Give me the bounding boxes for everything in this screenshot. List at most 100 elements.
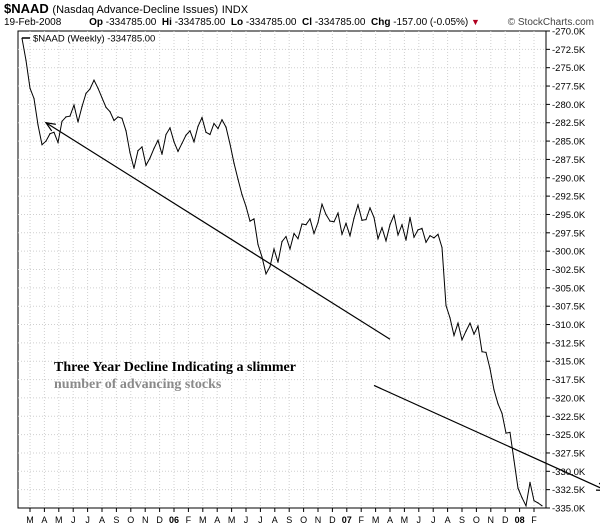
symbol-label: $NAAD	[4, 1, 49, 16]
data-point	[33, 97, 35, 100]
data-point	[381, 227, 383, 229]
data-point	[249, 220, 251, 222]
data-point	[529, 481, 531, 483]
data-point	[369, 207, 371, 209]
data-point	[105, 106, 107, 108]
data-point	[29, 87, 31, 89]
y-tick-label: -327.5K	[552, 448, 586, 459]
data-point	[313, 232, 315, 235]
data-point	[393, 214, 395, 216]
data-point	[145, 164, 147, 166]
data-point	[421, 227, 423, 229]
data-point	[49, 133, 51, 135]
data-point	[149, 157, 151, 159]
data-point	[501, 412, 503, 414]
data-point	[137, 150, 139, 152]
data-point	[525, 505, 527, 507]
data-point	[177, 150, 179, 152]
data-point	[433, 237, 435, 239]
data-point	[357, 204, 359, 206]
high-label: Hi	[161, 17, 172, 28]
y-tick-label: -307.5K	[552, 302, 586, 313]
data-point	[517, 487, 519, 489]
data-point	[485, 351, 487, 353]
y-tick-label: -302.5K	[552, 265, 586, 276]
data-point	[53, 131, 55, 133]
data-point	[341, 233, 343, 235]
y-tick-label: -312.5K	[552, 338, 586, 349]
y-tick-label: -330.0K	[552, 467, 586, 478]
close-label: Cl	[302, 17, 313, 28]
data-point	[281, 241, 283, 243]
quote-date: 19-Feb-2008	[4, 17, 62, 28]
y-tick-label: -297.5K	[552, 228, 586, 239]
annotation-arrow-head	[44, 121, 56, 132]
data-point	[309, 218, 311, 220]
x-tick-label: J	[85, 515, 90, 525]
x-tick-label: M	[55, 515, 63, 525]
annotation-arrow-shaft	[45, 122, 391, 340]
data-point	[297, 238, 299, 240]
open-label: Op	[89, 17, 103, 28]
x-tick-label: F	[186, 515, 192, 525]
open-value: -334785.00	[105, 17, 157, 28]
data-point	[69, 115, 71, 117]
x-tick-label: M	[199, 515, 207, 525]
data-point	[97, 87, 99, 89]
data-point	[221, 119, 223, 121]
data-point	[453, 334, 455, 337]
data-point	[289, 248, 291, 250]
data-point	[269, 266, 271, 268]
x-tick-label: 07	[342, 515, 352, 525]
y-tick-label: -270.0K	[552, 27, 586, 38]
y-tick-label: -280.0K	[552, 100, 586, 111]
data-point	[197, 125, 199, 127]
x-tick-label: S	[113, 515, 119, 525]
data-point	[217, 128, 219, 130]
data-point	[45, 140, 47, 142]
data-point	[413, 236, 415, 238]
y-tick-label: -325.0K	[552, 430, 586, 441]
low-value: -334785.00	[245, 17, 297, 28]
data-point	[521, 497, 523, 499]
data-point	[497, 403, 499, 405]
data-point	[465, 330, 467, 332]
data-point	[425, 241, 427, 243]
x-tick-label: J	[71, 515, 76, 525]
data-point	[273, 248, 275, 250]
data-point	[257, 243, 259, 246]
y-tick-label: -272.5K	[552, 45, 586, 56]
legend-label: $NAAD (Weekly) -334785.00	[33, 34, 155, 45]
data-point	[365, 219, 367, 221]
data-point	[437, 233, 439, 235]
data-point	[153, 147, 155, 149]
high-value: -334785.00	[174, 17, 226, 28]
data-point	[241, 194, 243, 196]
y-tick-label: -332.5K	[552, 485, 586, 496]
data-point	[477, 325, 479, 327]
y-tick-label: -315.0K	[552, 357, 586, 368]
data-point	[401, 224, 403, 226]
data-point	[541, 505, 543, 507]
data-point	[429, 235, 431, 237]
data-point	[329, 220, 331, 222]
data-point	[117, 116, 119, 118]
y-tick-label: -277.5K	[552, 82, 586, 93]
data-point	[21, 37, 23, 39]
data-point	[85, 92, 87, 94]
data-point	[185, 134, 187, 136]
data-point	[181, 142, 183, 144]
x-tick-label: M	[228, 515, 236, 525]
annotation-arrow-shaft	[373, 384, 600, 489]
data-point	[469, 322, 471, 324]
data-point	[37, 124, 39, 126]
x-tick-label: F	[358, 515, 364, 525]
data-point	[93, 79, 95, 81]
data-point	[537, 502, 539, 504]
data-point	[201, 117, 203, 119]
x-tick-label: J	[417, 515, 422, 525]
data-point	[101, 97, 103, 99]
x-tick-label: O	[127, 515, 134, 525]
data-point	[457, 322, 459, 324]
x-tick-label: S	[459, 515, 465, 525]
